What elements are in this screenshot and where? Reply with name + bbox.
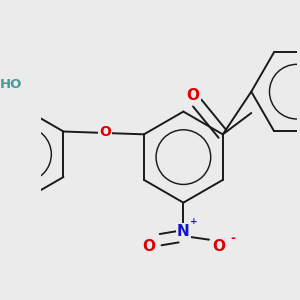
Text: O: O: [212, 239, 226, 254]
Text: N: N: [177, 224, 190, 238]
Text: O: O: [99, 124, 111, 139]
Text: -: -: [231, 232, 236, 245]
Text: O: O: [143, 239, 156, 254]
Text: HO: HO: [0, 78, 22, 91]
Text: +: +: [190, 218, 198, 226]
Text: O: O: [186, 88, 200, 104]
